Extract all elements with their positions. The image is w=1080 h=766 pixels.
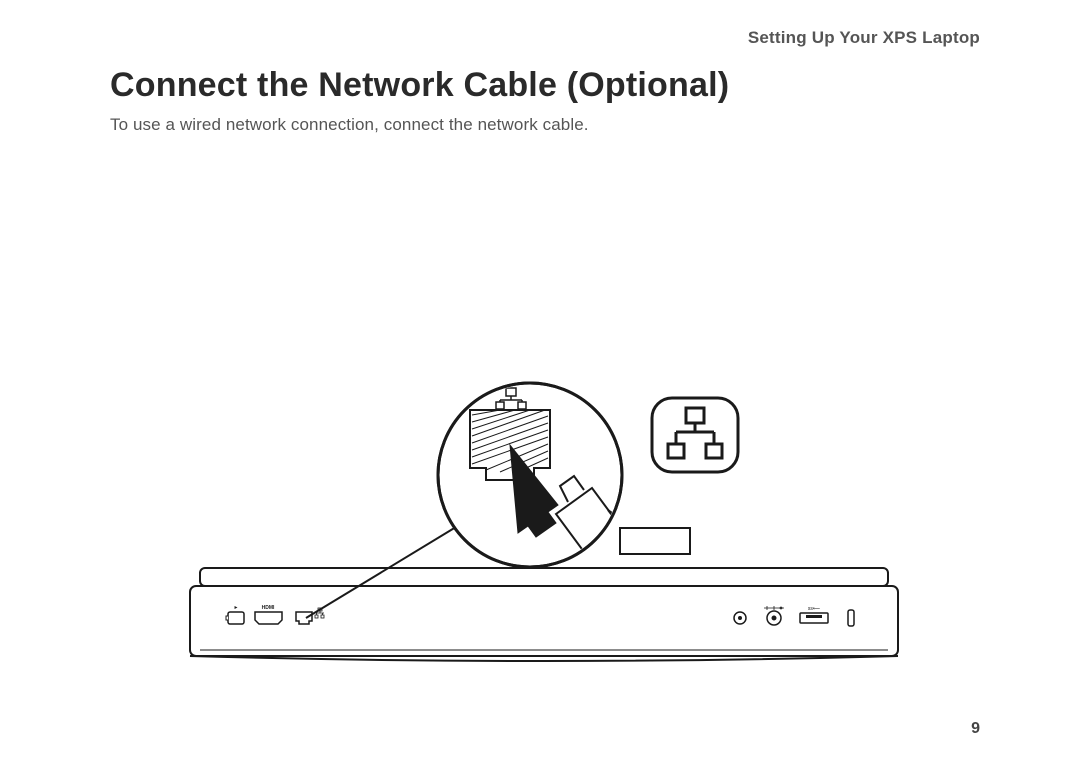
page-heading: Connect the Network Cable (Optional): [110, 66, 980, 105]
cable: [620, 528, 690, 554]
svg-text:▸: ▸: [234, 605, 237, 611]
network-icon-callout: [652, 398, 738, 472]
svg-text:ss⟵: ss⟵: [808, 606, 820, 612]
laptop-body: [190, 586, 898, 661]
lock-slot-icon: [848, 610, 854, 626]
diagram-network-cable: ▸ HDMI: [0, 370, 1080, 700]
svg-text:HDMI: HDMI: [262, 605, 275, 611]
audio-jack-icon: [734, 612, 746, 624]
section-label: Setting Up Your XPS Laptop: [110, 28, 980, 48]
laptop-lid: [200, 568, 888, 586]
body-text: To use a wired network connection, conne…: [110, 115, 980, 135]
page-number: 9: [971, 720, 980, 738]
